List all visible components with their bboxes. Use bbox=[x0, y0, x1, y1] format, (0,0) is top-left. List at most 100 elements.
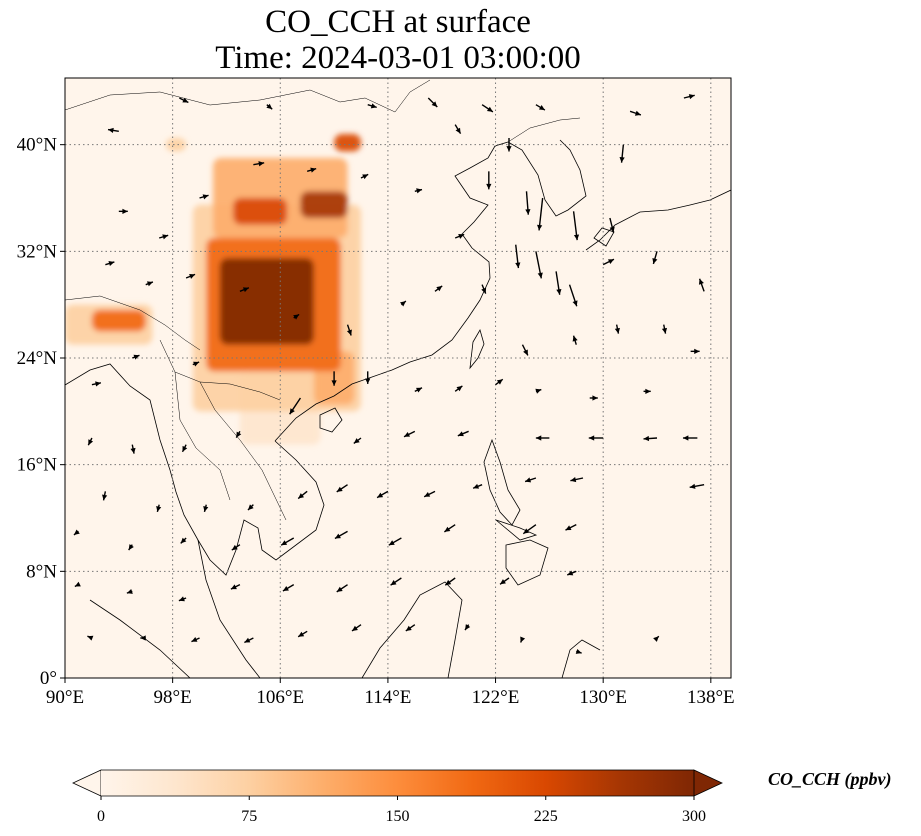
y-axis-ticks: 0° 8°N 16°N 24°N 32°N 40°N bbox=[17, 135, 65, 689]
wind-arrow bbox=[140, 635, 146, 641]
wind-arrow bbox=[521, 344, 529, 356]
coastline-hainan bbox=[319, 407, 343, 433]
wind-arrow bbox=[128, 544, 134, 551]
wind-arrow bbox=[126, 588, 133, 594]
coastline-japan bbox=[585, 189, 731, 251]
wind-arrow bbox=[520, 636, 526, 643]
wind-arrow bbox=[643, 388, 651, 394]
wind-arrow bbox=[427, 97, 438, 108]
wind-arrow bbox=[367, 103, 377, 109]
wind-arrow bbox=[495, 378, 504, 386]
wind-arrow bbox=[334, 530, 348, 540]
wind-arrow bbox=[280, 537, 295, 546]
wind-arrow bbox=[464, 624, 471, 631]
wind-arrow bbox=[192, 361, 200, 367]
y-tick-label: 40°N bbox=[17, 135, 58, 156]
wind-arrow bbox=[568, 284, 578, 307]
wind-arrow bbox=[403, 430, 416, 438]
wind-arrow bbox=[231, 544, 241, 551]
wind-arrow bbox=[331, 371, 337, 386]
concentration-field bbox=[65, 134, 361, 445]
wind-arrow bbox=[689, 483, 705, 489]
colorbar-extend-max bbox=[693, 769, 723, 797]
wind-arrow bbox=[535, 435, 550, 441]
coastline-bengal bbox=[65, 363, 171, 471]
wind-arrow bbox=[690, 348, 700, 354]
coastline-newguinea bbox=[561, 639, 601, 678]
wind-arrow bbox=[191, 637, 200, 643]
colorbar-tick-label: 225 bbox=[534, 808, 558, 825]
coastline-indochina bbox=[169, 440, 325, 576]
wind-arrow bbox=[619, 144, 625, 163]
map-frame bbox=[64, 77, 732, 679]
wind-arrow bbox=[444, 577, 456, 586]
wind-arrow bbox=[535, 251, 543, 279]
wind-arrow bbox=[454, 124, 462, 135]
coastline-malay bbox=[197, 539, 261, 678]
wind-arrow bbox=[107, 127, 119, 133]
wind-arrow bbox=[423, 490, 436, 498]
wind-arrow bbox=[181, 444, 188, 453]
x-tick-label: 98°E bbox=[154, 687, 192, 708]
wind-arrow bbox=[293, 313, 300, 320]
wind-arrow bbox=[336, 584, 348, 593]
wind-arrow bbox=[346, 324, 352, 336]
y-tick-label: 16°N bbox=[17, 455, 58, 476]
wind-arrow bbox=[698, 278, 705, 292]
wind-arrow bbox=[522, 524, 537, 535]
wind-arrow bbox=[239, 287, 250, 293]
wind-arrow bbox=[400, 300, 407, 307]
wind-arrow bbox=[454, 233, 465, 239]
wind-arrow bbox=[91, 381, 102, 387]
wind-arrow bbox=[130, 444, 136, 454]
wind-arrow bbox=[405, 624, 416, 632]
colorbar-extend-min bbox=[72, 769, 102, 797]
y-tick-label: 8°N bbox=[26, 561, 57, 582]
wind-arrow bbox=[73, 529, 80, 536]
border-mongolia bbox=[65, 79, 431, 113]
wind-arrow bbox=[282, 584, 295, 592]
border-laos bbox=[199, 381, 287, 521]
wind-arrow bbox=[524, 477, 537, 483]
wind-arrow bbox=[572, 211, 580, 241]
wind-arrow bbox=[145, 281, 154, 287]
wind-arrow bbox=[535, 388, 542, 394]
border-thai bbox=[174, 371, 231, 501]
coastline-korea bbox=[507, 139, 587, 217]
wind-arrow bbox=[515, 244, 521, 269]
colorbar-tick-label: 0 bbox=[97, 808, 105, 825]
wind-arrow bbox=[537, 197, 544, 231]
wind-arrow bbox=[570, 477, 584, 483]
coastline-taiwan bbox=[469, 328, 485, 370]
wind-arrow bbox=[74, 581, 81, 588]
wind-arrow bbox=[351, 624, 362, 632]
colorbar-gradient bbox=[101, 770, 694, 796]
wind-arrow bbox=[87, 437, 94, 446]
wind-arrow bbox=[589, 395, 598, 401]
plume-9 bbox=[334, 134, 361, 152]
wind-arrow bbox=[87, 635, 94, 641]
wind-arrow bbox=[535, 104, 546, 111]
x-tick-label: 122°E bbox=[472, 687, 520, 708]
wind-arrow bbox=[588, 435, 604, 441]
wind-arrow bbox=[653, 635, 660, 642]
colorbar-tick-label: 150 bbox=[386, 808, 410, 825]
y-tick-label: 32°N bbox=[17, 241, 58, 262]
x-axis-ticks: 90°E 98°E 106°E 114°E 122°E 130°E 138°E bbox=[46, 678, 735, 708]
chart-title-line1: CO_CCH at surface bbox=[265, 4, 531, 40]
wind-arrow bbox=[414, 188, 423, 194]
wind-arrow bbox=[572, 335, 578, 345]
wind-arrow bbox=[297, 630, 308, 638]
wind-arrow bbox=[118, 208, 128, 214]
colorbar-ticks: 0 75 150 225 300 bbox=[97, 796, 706, 825]
wind-arrow bbox=[388, 537, 402, 546]
wind-arrow bbox=[297, 490, 308, 500]
wind-arrow bbox=[486, 171, 492, 190]
wind-arrow bbox=[353, 437, 362, 444]
x-tick-label: 90°E bbox=[46, 687, 84, 708]
wind-arrow bbox=[360, 173, 369, 180]
wind-arrow bbox=[609, 217, 615, 233]
wind-vectors bbox=[73, 94, 705, 654]
wind-arrow bbox=[661, 324, 668, 334]
